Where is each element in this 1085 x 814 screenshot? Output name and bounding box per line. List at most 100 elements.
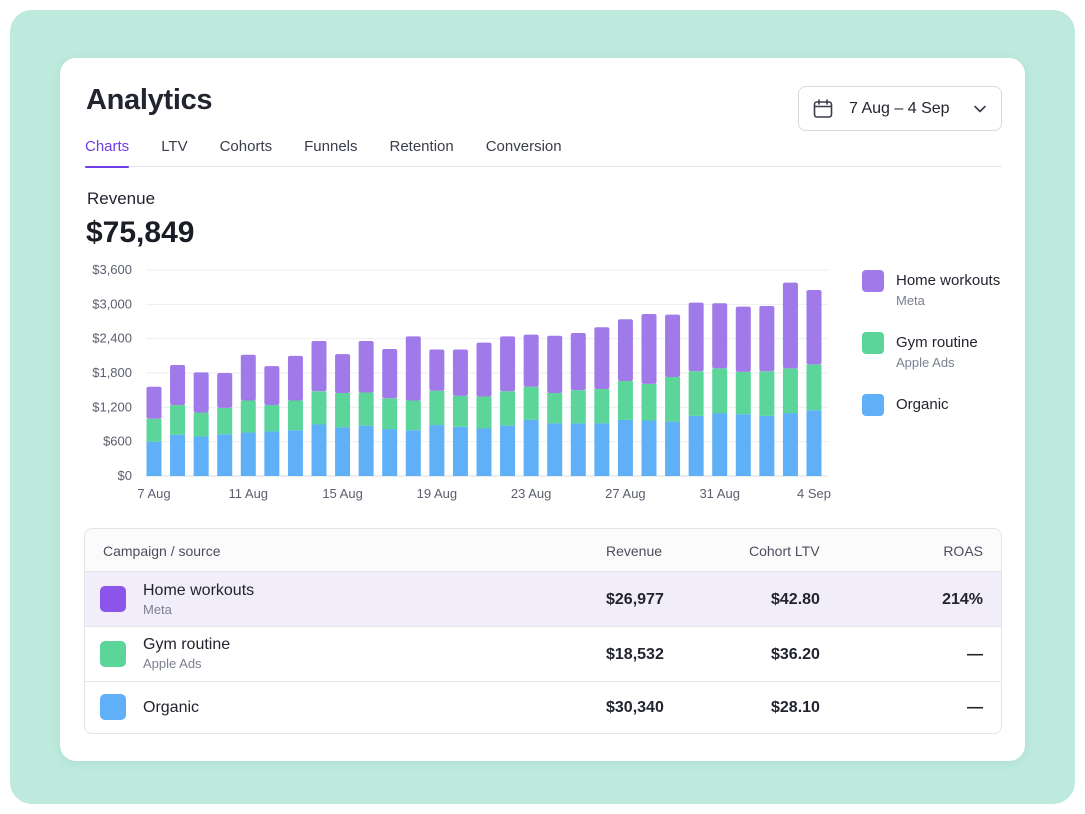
bar-segment-organic [193,436,209,476]
table-row[interactable]: Home workouts Meta $26,977 $42.80 214% [85,572,1001,627]
date-range-label: 7 Aug – 4 Sep [849,99,950,117]
bar-segment-home-workouts [523,334,539,387]
bar-segment-organic [452,426,468,476]
bar-segment-home-workouts [217,373,233,408]
row-revenue: $18,532 [606,646,664,663]
bar-segment-home-workouts [617,319,633,382]
x-tick-label: 27 Aug [605,486,646,501]
bar-segment-organic [665,421,681,476]
bar-segment-home-workouts [641,314,657,384]
row-roas: — [967,646,983,663]
bar-segment-home-workouts [382,348,398,399]
y-tick-label: $1,800 [92,365,132,380]
header-roas[interactable]: ROAS [943,543,983,559]
header-ltv[interactable]: Cohort LTV [749,543,820,559]
bar-segment-organic [217,434,233,476]
page-title: Analytics [86,84,213,116]
row-sub: Meta [143,602,172,617]
table-row[interactable]: Organic $30,340 $28.10 — [85,682,1001,733]
bar-segment-gym-routine [617,381,633,420]
date-range-picker[interactable]: 7 Aug – 4 Sep [798,86,1002,131]
x-tick-label: 15 Aug [322,486,363,501]
bar-segment-organic [405,430,421,476]
bar-segment-home-workouts [806,290,822,365]
bar-segment-organic [641,420,657,476]
bar-segment-home-workouts [146,386,162,419]
tab-bar: Charts LTV Cohorts Funnels Retention Con… [85,136,1002,168]
bar-segment-home-workouts [264,366,280,406]
table-header: Campaign / source Revenue Cohort LTV ROA… [85,529,1001,572]
bar-segment-home-workouts [335,354,351,394]
bar-segment-gym-routine [311,391,327,425]
header-campaign[interactable]: Campaign / source [103,543,221,559]
y-tick-label: $600 [103,434,132,449]
bar-segment-organic [287,430,303,476]
bar-segment-home-workouts [782,282,798,369]
bar-segment-home-workouts [358,340,374,393]
bar-segment-gym-routine [429,390,445,426]
bar-segment-organic [782,413,798,476]
bar-segment-organic [735,414,751,476]
tab-cohorts[interactable]: Cohorts [219,138,273,155]
tab-retention[interactable]: Retention [389,138,454,155]
bar-segment-gym-routine [146,418,162,442]
bar-segment-organic [547,423,563,476]
row-roas: — [967,699,983,716]
tab-charts[interactable]: Charts [85,136,130,168]
legend-sub: Meta [896,293,925,308]
bar-segment-gym-routine [405,400,421,431]
bar-segment-organic [429,425,445,476]
legend-name: Home workouts [896,272,1001,289]
tab-ltv[interactable]: LTV [161,138,188,155]
row-roas: 214% [942,591,983,608]
bar-segment-gym-routine [735,371,751,415]
bar-segment-organic [264,431,280,476]
bar-segment-gym-routine [287,400,303,431]
chart-legend: Home workouts Meta Gym routine Apple Ads… [862,268,1012,454]
row-swatch-home-workouts [100,586,126,612]
bar-segment-home-workouts [287,355,303,401]
chevron-down-icon [974,105,986,112]
row-swatch-gym-routine [100,641,126,667]
legend-swatch-home-workouts [862,270,884,292]
bar-segment-home-workouts [570,332,586,391]
legend-name: Organic [896,396,949,413]
row-revenue: $26,977 [606,591,664,608]
bar-segment-home-workouts [311,340,327,392]
bar-segment-home-workouts [405,336,421,401]
y-tick-label: $3,000 [92,296,132,311]
tab-conversion[interactable]: Conversion [485,138,562,155]
row-ltv: $28.10 [771,699,820,716]
bar-segment-organic [358,425,374,476]
legend-swatch-organic [862,394,884,416]
legend-item-organic[interactable]: Organic [862,392,1012,454]
row-name: Gym routine [143,636,231,653]
bar-segment-home-workouts [429,349,445,391]
bar-segment-gym-routine [688,371,704,416]
row-name: Home workouts [143,582,255,599]
analytics-card: Analytics 7 Aug – 4 Sep Charts LTV Cohor… [60,58,1025,761]
bar-segment-gym-routine [382,398,398,430]
bar-segment-home-workouts [712,303,728,369]
bar-segment-gym-routine [335,393,351,428]
bar-segment-organic [240,432,256,476]
bar-segment-gym-routine [712,368,728,414]
bar-segment-gym-routine [782,368,798,414]
bar-segment-gym-routine [523,386,539,420]
legend-item-home-workouts[interactable]: Home workouts Meta [862,268,1012,330]
bar-segment-organic [311,424,327,476]
bar-segment-gym-routine [358,392,374,426]
metric-value: $75,849 [86,216,195,249]
header-revenue[interactable]: Revenue [606,543,663,559]
bar-segment-organic [712,413,728,476]
bar-segment-home-workouts [547,335,563,394]
tab-funnels[interactable]: Funnels [304,138,358,155]
bar-segment-gym-routine [193,412,209,437]
bar-segment-home-workouts [759,306,775,372]
bar-segment-home-workouts [735,306,751,372]
legend-item-gym-routine[interactable]: Gym routine Apple Ads [862,330,1012,392]
table-row[interactable]: Gym routine Apple Ads $18,532 $36.20 — [85,627,1001,682]
bar-segment-organic [500,425,516,476]
bar-segment-organic [146,441,162,476]
x-tick-label: 31 Aug [699,486,740,501]
